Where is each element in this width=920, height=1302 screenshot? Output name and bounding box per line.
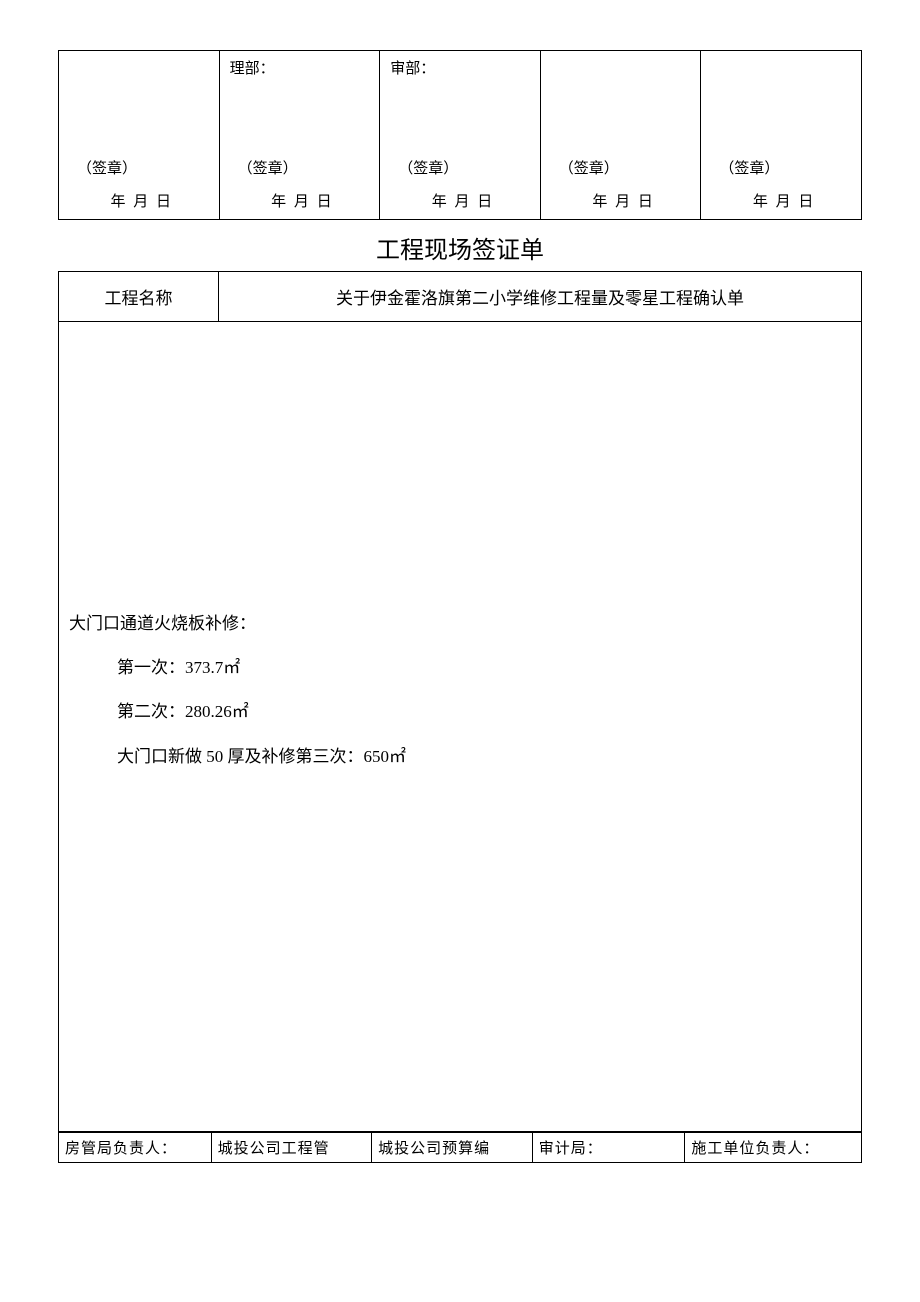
- project-name-label: 工程名称: [59, 272, 219, 322]
- signature-table: 理部： 审部： （签章） （签章） （签章） （签章） （签章） 年 月 日 年…: [58, 50, 862, 220]
- sig-col-2-seal: （签章）: [219, 78, 380, 178]
- sig-col-3-date: 年 月 日: [380, 178, 541, 220]
- bottom-cell-3: 城投公司预算编: [372, 1133, 533, 1163]
- sig-col-5-seal: （签章）: [701, 78, 862, 178]
- main-table: 工程名称 关于伊金霍洛旗第二小学维修工程量及零星工程确认单 大门口通道火烧板补修…: [58, 271, 862, 1132]
- bottom-row: 房管局负责人： 城投公司工程管 城投公司预算编 审计局： 施工单位负责人：: [59, 1133, 862, 1163]
- bottom-cell-2: 城投公司工程管: [211, 1133, 372, 1163]
- signature-date-row: 年 月 日 年 月 日 年 月 日 年 月 日 年 月 日: [59, 178, 862, 220]
- content-row: 大门口通道火烧板补修： 第一次：373.7㎡ 第二次：280.26㎡ 大门口新做…: [59, 322, 862, 1132]
- content-line-2: 第一次：373.7㎡: [69, 646, 851, 690]
- content-line-3: 第二次：280.26㎡: [69, 690, 851, 734]
- content-body: 大门口通道火烧板补修： 第一次：373.7㎡ 第二次：280.26㎡ 大门口新做…: [59, 322, 861, 789]
- sig-col-1-top: [59, 51, 220, 79]
- bottom-cell-1: 房管局负责人：: [59, 1133, 212, 1163]
- sig-col-5-date: 年 月 日: [701, 178, 862, 220]
- sig-col-5-top: [701, 51, 862, 79]
- content-cell: 大门口通道火烧板补修： 第一次：373.7㎡ 第二次：280.26㎡ 大门口新做…: [59, 322, 862, 1132]
- project-name-value: 关于伊金霍洛旗第二小学维修工程量及零星工程确认单: [219, 272, 862, 322]
- bottom-cell-5: 施工单位负责人：: [685, 1133, 862, 1163]
- sig-col-4-top: [540, 51, 701, 79]
- bottom-cell-4: 审计局：: [532, 1133, 685, 1163]
- content-line-1: 大门口通道火烧板补修：: [69, 602, 851, 646]
- sig-col-3-seal: （签章）: [380, 78, 541, 178]
- sig-col-4-seal: （签章）: [540, 78, 701, 178]
- sig-col-1-seal: （签章）: [59, 78, 220, 178]
- sig-col-1-date: 年 月 日: [59, 178, 220, 220]
- sig-col-2-top: 理部：: [219, 51, 380, 79]
- bottom-responsibility-table: 房管局负责人： 城投公司工程管 城投公司预算编 审计局： 施工单位负责人：: [58, 1132, 862, 1163]
- document-title: 工程现场签证单: [58, 230, 862, 265]
- signature-seal-row: （签章） （签章） （签章） （签章） （签章）: [59, 78, 862, 178]
- project-name-row: 工程名称 关于伊金霍洛旗第二小学维修工程量及零星工程确认单: [59, 272, 862, 322]
- document-page: 理部： 审部： （签章） （签章） （签章） （签章） （签章） 年 月 日 年…: [0, 0, 920, 1163]
- content-line-4: 大门口新做 50 厚及补修第三次：650㎡: [69, 735, 851, 779]
- sig-col-3-top: 审部：: [380, 51, 541, 79]
- sig-col-2-date: 年 月 日: [219, 178, 380, 220]
- sig-col-4-date: 年 月 日: [540, 178, 701, 220]
- signature-top-row: 理部： 审部：: [59, 51, 862, 79]
